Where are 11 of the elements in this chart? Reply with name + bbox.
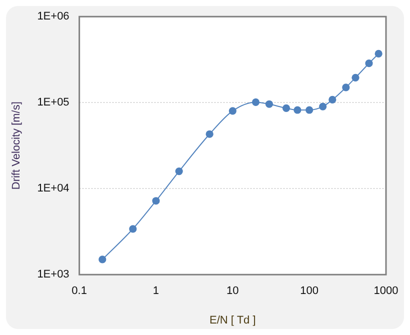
y-axis-title: Drift Velocity [m/s] bbox=[10, 102, 23, 190]
x-tick-label: 1000 bbox=[374, 285, 398, 298]
x-tick-label: 10 bbox=[226, 285, 239, 298]
y-tick-label: 1E+04 bbox=[37, 182, 70, 195]
y-tick-label: 1E+06 bbox=[37, 10, 70, 23]
x-tick-label: 0.1 bbox=[72, 285, 87, 298]
x-tick-label: 1 bbox=[152, 285, 160, 298]
y-tick-label: 1E+03 bbox=[37, 268, 70, 281]
x-axis-title: E/N [ Td ] bbox=[210, 314, 256, 326]
x-tick-label: 100 bbox=[300, 285, 319, 298]
y-tick-label: 1E+05 bbox=[37, 96, 70, 109]
